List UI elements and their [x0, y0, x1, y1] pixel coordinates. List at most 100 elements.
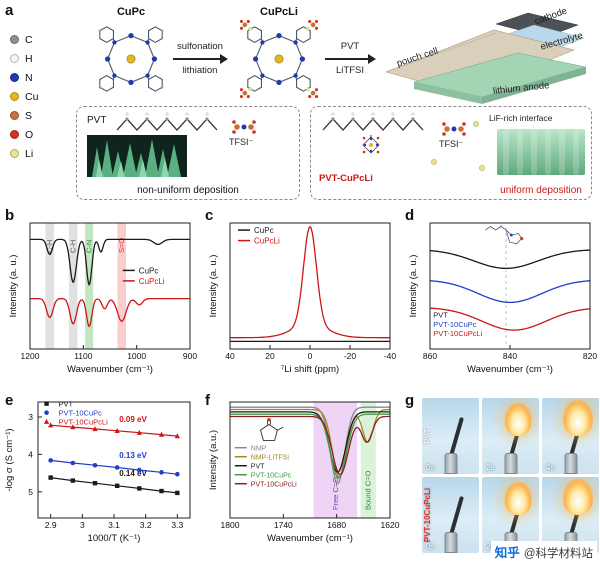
- series-line: [50, 477, 178, 494]
- x-tick-label: 1200: [21, 351, 40, 361]
- data-marker: [114, 465, 120, 470]
- time-label: 2s: [486, 542, 494, 551]
- pvt-polymer-chain: [116, 112, 218, 131]
- arrow1-top-label: sulfonation: [177, 41, 223, 52]
- highlight-band: [68, 223, 78, 349]
- highlight-band: [85, 223, 94, 349]
- arrow1-bottom-label: lithiation: [182, 65, 218, 76]
- atom-color-dot: [10, 130, 19, 139]
- series-label: PVT-10CuPc: [433, 320, 477, 329]
- series-line: [50, 459, 178, 475]
- legend-label: CuPc: [139, 266, 159, 275]
- data-marker: [70, 424, 76, 430]
- x-tick-label: 20: [265, 351, 275, 361]
- atom-symbol: O: [25, 128, 34, 141]
- y-tick-label: 5: [28, 487, 33, 497]
- atom-color-dot: [10, 149, 19, 158]
- data-marker: [70, 478, 76, 483]
- x-tick-label: 900: [183, 351, 197, 361]
- highlight-band: [313, 402, 358, 518]
- data-marker: [137, 486, 142, 491]
- x-tick-label: 840: [503, 351, 517, 361]
- left-box-caption: non-uniform deposition: [137, 185, 239, 196]
- lif-interface-label: LiF-rich interface: [489, 113, 553, 123]
- data-marker: [158, 431, 165, 437]
- atom-legend-item: N: [10, 68, 38, 87]
- x-tick-label: 3: [80, 520, 85, 530]
- x-tick-label: 3.2: [140, 520, 152, 530]
- x-tick-label: 3.3: [171, 520, 183, 530]
- legend-label: PVT: [251, 464, 265, 471]
- conductivity-arrhenius-chart: 2.9 3 3.1 3.2 3.3 3 4 5 1000/T (K⁻¹) -log σ (S cm…: [4, 400, 191, 544]
- spectrum-curve: [230, 413, 390, 479]
- ftir-chart-membranes: 860 840 820 Wavenumber (cm⁻¹) Intensity (a. …: [408, 222, 597, 375]
- zhihu-logo-text: 知乎: [494, 546, 520, 560]
- tfsi-anion-structure: [232, 120, 256, 134]
- band-label: S=O: [117, 238, 126, 253]
- plot-frame: [229, 401, 391, 519]
- data-marker: [174, 433, 180, 439]
- nmp-inset-structure: [260, 417, 284, 441]
- li-ion-dot: [473, 121, 479, 127]
- atom-symbol: C: [25, 33, 33, 46]
- x-axis-label: ⁷Li shift (ppm): [281, 364, 339, 375]
- atom-symbol: H: [25, 52, 33, 65]
- panel-label-a: a: [5, 2, 14, 19]
- activation-energy-label: 0.14 eV: [119, 469, 147, 478]
- data-marker: [44, 401, 49, 406]
- spectrum-curve: [230, 411, 390, 473]
- y-tick-label: 4: [28, 449, 33, 459]
- spectrum-curve: [230, 408, 390, 478]
- spectrum-curve: [230, 406, 390, 485]
- x-tick-label: 1740: [274, 520, 293, 530]
- plot-frame: [29, 222, 191, 350]
- data-marker: [159, 470, 164, 475]
- panel-label-d: d: [405, 207, 415, 224]
- flame: [504, 403, 532, 436]
- legend-label: CuPcLi: [139, 277, 165, 286]
- legend-label: PVT: [59, 400, 74, 409]
- data-marker: [48, 458, 53, 463]
- pvt-cupcli-inset-structure: [485, 225, 524, 245]
- x-tick-label: -20: [344, 351, 357, 361]
- atom-legend-item: Cu: [10, 87, 38, 106]
- tfsi-anion-structure-right: [442, 122, 466, 136]
- x-tick-label: -40: [384, 351, 397, 361]
- atom-symbol: N: [25, 71, 33, 84]
- panel-label-c: c: [205, 207, 214, 224]
- flame-test-photo: 2s: [482, 398, 539, 474]
- x-tick-label: 1000: [127, 351, 146, 361]
- flame: [563, 479, 593, 515]
- pvt-label: PVT: [87, 115, 107, 126]
- band-label: Bound C=O: [364, 470, 373, 510]
- legend-label: CuPc: [254, 226, 274, 235]
- pvt-cupcli-polymer-chain: [322, 112, 424, 131]
- clamp: [564, 453, 577, 474]
- data-marker: [92, 426, 98, 432]
- activation-energy-label: 0.13 eV: [119, 451, 147, 460]
- reaction-arrow-1: [173, 53, 228, 64]
- clamp: [504, 453, 517, 474]
- panel-f: f Free C=O Bound C=O 1800 1740 1680 1620 Waven…: [200, 390, 400, 565]
- legend-label: PVT-10CuPcLi: [251, 482, 297, 489]
- band-label: C-H: [45, 240, 54, 253]
- atom-color-dot: [10, 92, 19, 101]
- panel-label-b: b: [5, 207, 15, 224]
- cupcli-structure: [240, 20, 318, 98]
- li-ion-dot: [479, 165, 485, 171]
- atom-legend-item: S: [10, 106, 38, 125]
- x-axis-label: Wavenumber (cm⁻¹): [67, 364, 153, 375]
- x-axis-label: Wavenumber (cm⁻¹): [267, 533, 353, 544]
- clamp: [444, 453, 457, 474]
- y-axis-label: Intensity (a. u.): [208, 255, 219, 318]
- atom-color-dot: [10, 73, 19, 82]
- molecule-title-cupcli: CuPcLi: [260, 6, 298, 18]
- data-marker: [137, 467, 142, 473]
- pouch-cell-schematic: [384, 12, 587, 104]
- legend-label: PVT-10CuPcLi: [59, 418, 109, 427]
- spectrum-curve: [429, 307, 590, 331]
- molecule-title-cupc: CuPc: [116, 6, 146, 18]
- uniform-deposition-image: [497, 129, 585, 175]
- highlight-band: [45, 223, 54, 349]
